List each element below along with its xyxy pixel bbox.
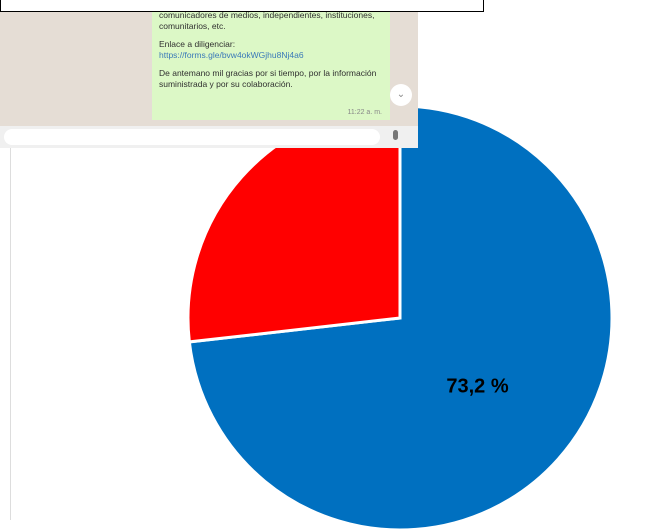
message-text: De antemano mil gracias por si tiempo, p… [159, 68, 377, 89]
message-time: 11:22 a. m. [347, 109, 382, 116]
chat-screenshot: comunicadores de medios, independientes,… [0, 0, 418, 148]
message-text: comunicadores de medios, independientes,… [159, 10, 375, 31]
header-box [0, 0, 484, 12]
message-input[interactable] [4, 129, 380, 145]
message-link[interactable]: https://forms.gle/bvw4okWGjhu8Nj4a6 [159, 50, 304, 60]
input-bar [0, 126, 418, 148]
message-text: Enlace a diligenciar: https://forms.gle/b… [159, 39, 383, 61]
data-label: 73,2 % [446, 375, 508, 397]
message-text: Enlace a diligenciar: [159, 39, 236, 49]
message-bubble: comunicadores de medios, independientes,… [152, 6, 390, 120]
scroll-down-button[interactable]: ⌄ [390, 84, 412, 106]
mic-button[interactable] [393, 130, 398, 140]
divider [10, 148, 11, 520]
